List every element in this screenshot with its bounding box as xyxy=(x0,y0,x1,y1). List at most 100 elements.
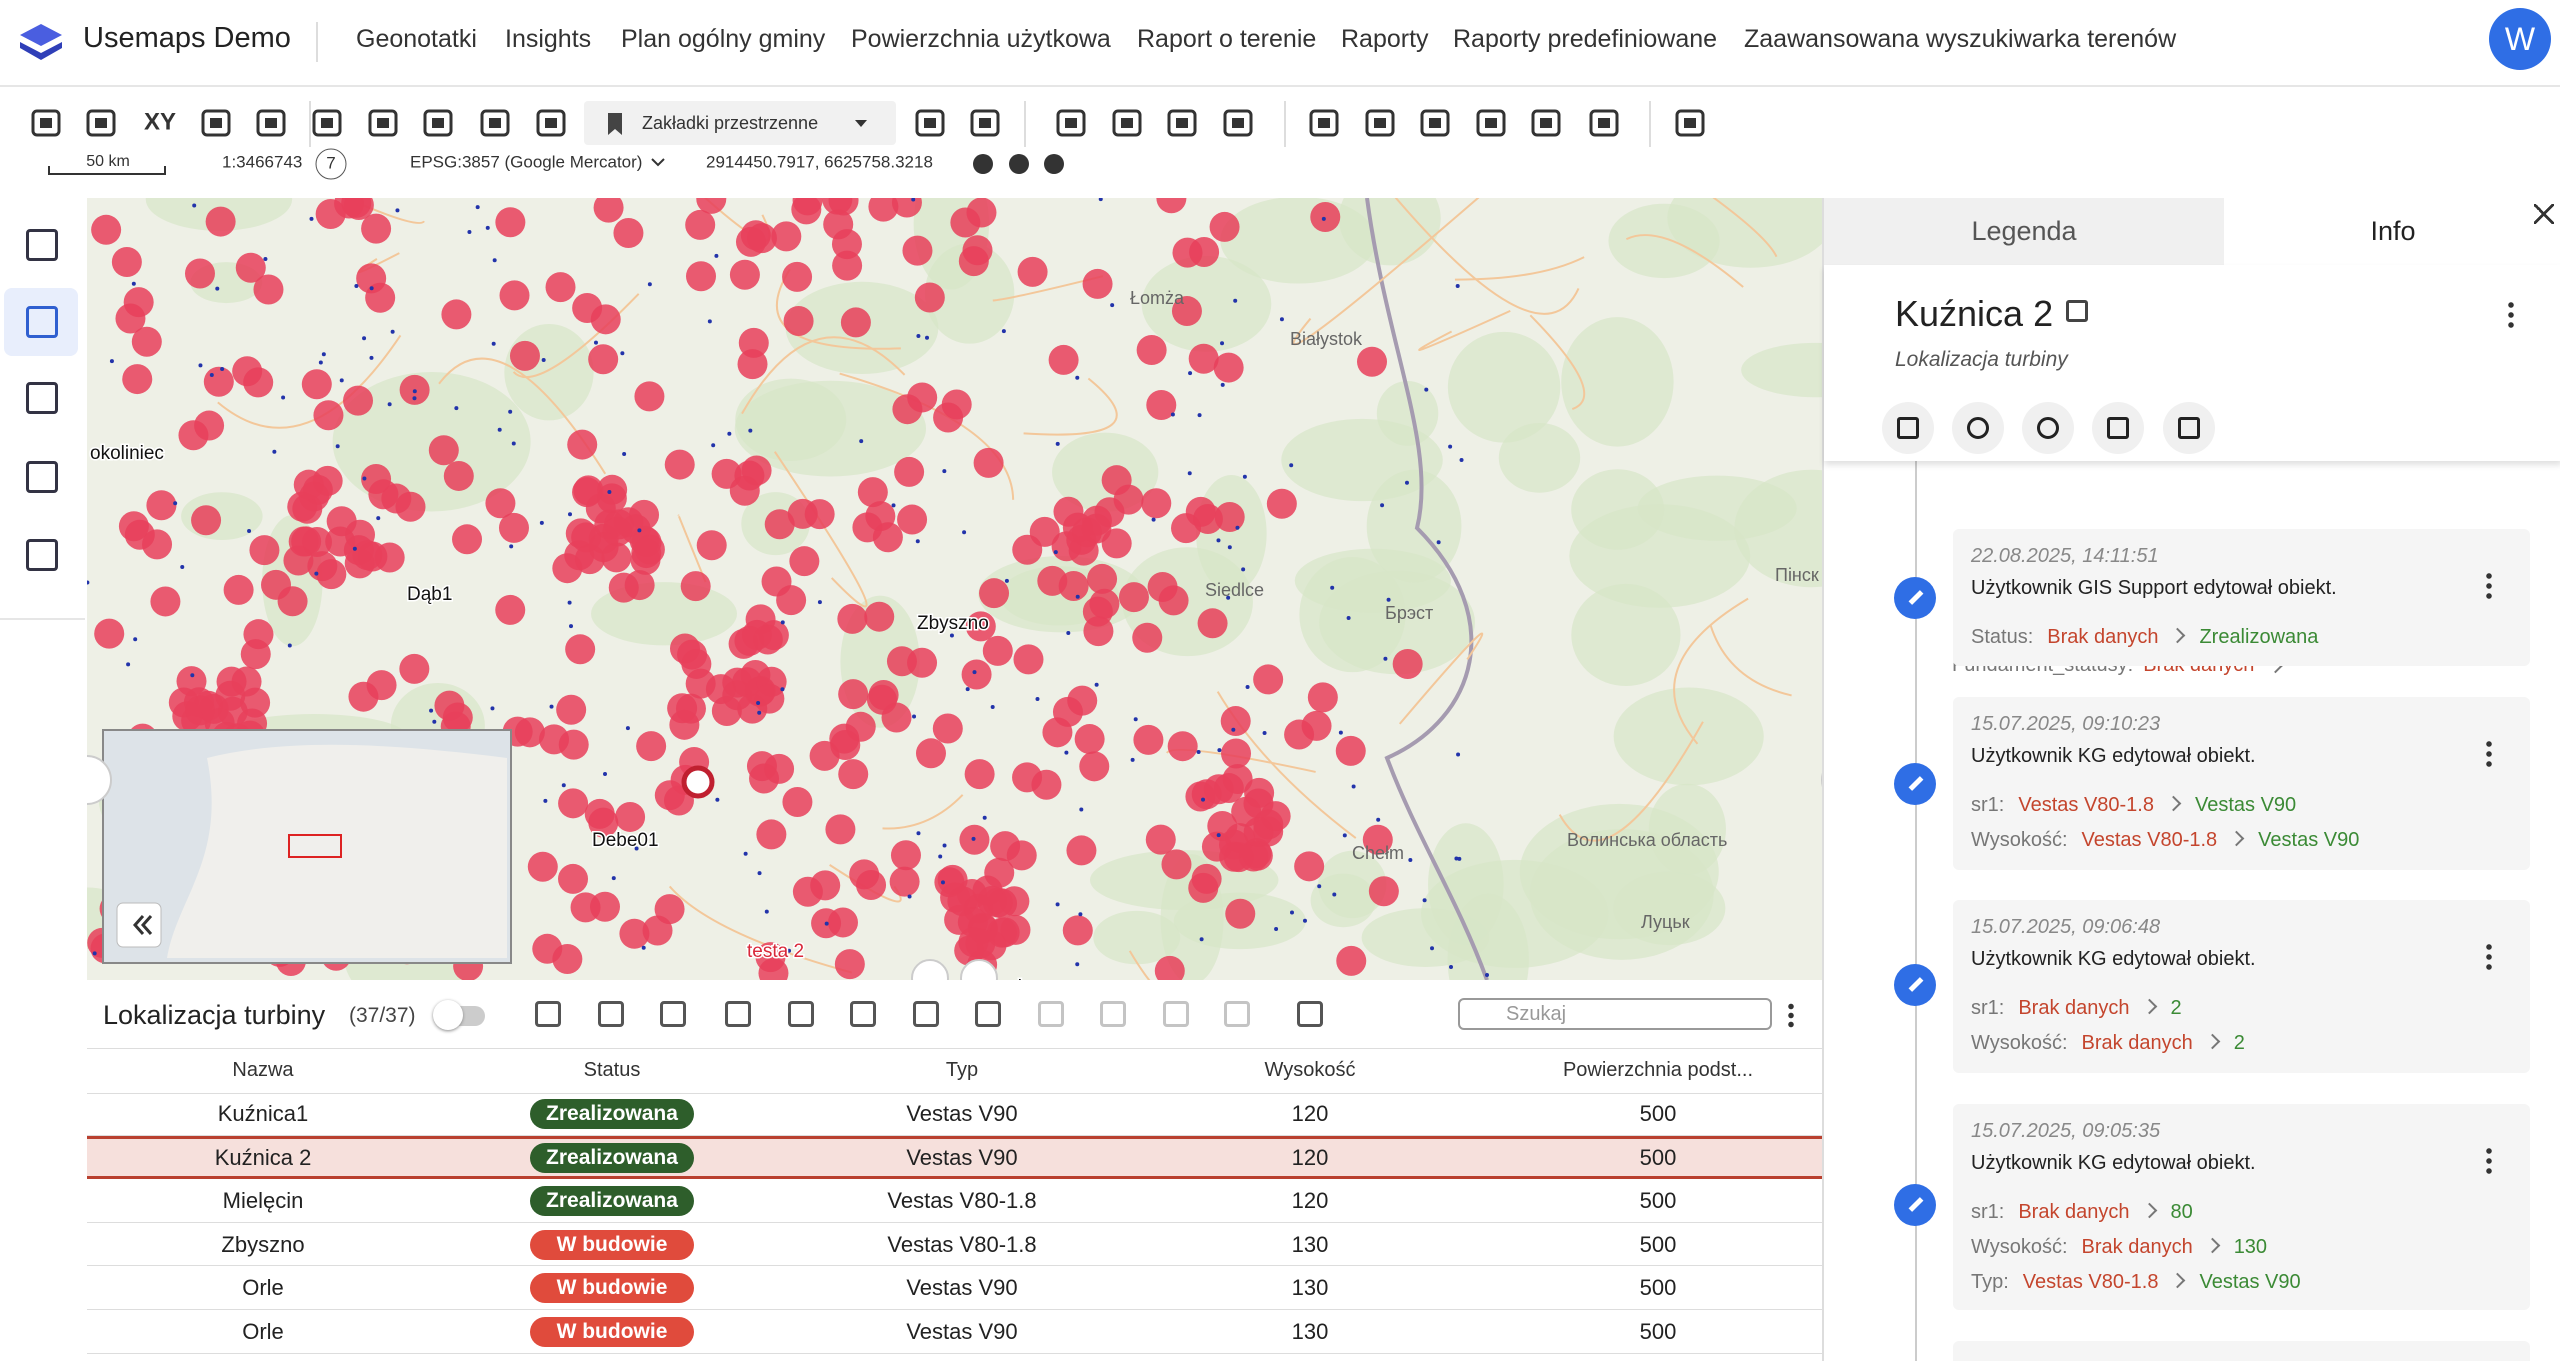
turbine-marker[interactable] xyxy=(125,520,155,550)
turbine-marker[interactable] xyxy=(1357,347,1387,377)
turbine-marker[interactable] xyxy=(1369,876,1399,906)
nav-item[interactable]: Raporty xyxy=(1341,25,1429,54)
turbine-marker[interactable] xyxy=(1267,489,1297,519)
table-tool[interactable] xyxy=(1163,1001,1189,1027)
turbine-marker[interactable] xyxy=(1171,513,1201,543)
turbine-marker[interactable] xyxy=(965,759,995,789)
turbine-marker[interactable] xyxy=(756,819,786,849)
toolbar-icon[interactable] xyxy=(1533,111,1559,135)
turbine-marker[interactable] xyxy=(907,648,937,678)
nav-item[interactable]: Insights xyxy=(505,25,591,54)
table-tool[interactable] xyxy=(598,1001,624,1027)
turbine-marker[interactable] xyxy=(873,522,903,552)
turbine-marker[interactable] xyxy=(361,214,391,244)
kebab[interactable] xyxy=(2486,1146,2492,1174)
turbine-marker[interactable] xyxy=(1336,736,1366,766)
turbine-marker[interactable] xyxy=(588,344,618,374)
turbine-marker[interactable] xyxy=(589,532,619,562)
turbine-marker[interactable] xyxy=(983,636,1013,666)
turbine-marker[interactable] xyxy=(665,450,695,480)
turbine-marker[interactable] xyxy=(1198,608,1228,638)
turbine-marker[interactable] xyxy=(681,571,711,601)
turbine-marker[interactable] xyxy=(1159,585,1189,615)
turbine-marker[interactable] xyxy=(754,684,784,714)
turbine-marker[interactable] xyxy=(869,680,899,710)
toolbar-icon[interactable] xyxy=(1311,111,1337,135)
turbine-marker[interactable] xyxy=(858,477,888,507)
turbine-marker[interactable] xyxy=(176,666,206,696)
toolbar-icon[interactable] xyxy=(370,111,396,135)
turbine-marker[interactable] xyxy=(510,341,540,371)
turbine-marker[interactable] xyxy=(1007,840,1037,870)
turbine-marker[interactable] xyxy=(685,210,715,240)
turbine-marker[interactable] xyxy=(1012,762,1042,792)
turbine-marker[interactable] xyxy=(302,369,332,399)
kebab[interactable] xyxy=(2486,739,2492,767)
turbine-marker[interactable] xyxy=(558,788,588,818)
turbine-marker[interactable] xyxy=(940,882,970,912)
turbine-marker[interactable] xyxy=(1132,623,1162,653)
turbine-marker[interactable] xyxy=(1253,817,1283,847)
turbine-marker[interactable] xyxy=(634,381,664,411)
turbine-marker[interactable] xyxy=(1075,724,1105,754)
turbine-marker[interactable] xyxy=(902,236,932,266)
turbine-marker[interactable] xyxy=(1188,873,1218,903)
turbine-marker[interactable] xyxy=(1119,582,1149,612)
turbine-marker[interactable] xyxy=(204,367,234,397)
turbine-marker[interactable] xyxy=(1067,686,1097,716)
turbine-marker[interactable] xyxy=(1225,899,1255,929)
toolbar-icon[interactable] xyxy=(972,111,998,135)
turbine-marker[interactable] xyxy=(1133,725,1163,755)
turbine-marker[interactable] xyxy=(966,198,996,228)
turbine-marker[interactable] xyxy=(897,505,927,535)
turbine-marker[interactable] xyxy=(1284,720,1314,750)
turbine-marker[interactable] xyxy=(546,272,576,302)
turbine-marker[interactable] xyxy=(891,840,921,870)
sidebar-icon[interactable] xyxy=(26,229,58,261)
turbine-marker[interactable] xyxy=(916,738,946,768)
tab[interactable]: Legenda xyxy=(1824,198,2224,267)
turbine-marker[interactable] xyxy=(122,364,152,394)
column-header[interactable]: Status xyxy=(452,1059,772,1082)
table-tool[interactable] xyxy=(788,1001,814,1027)
turbine-marker[interactable] xyxy=(1189,344,1219,374)
toolbar-icon[interactable] xyxy=(482,111,508,135)
turbine-marker[interactable] xyxy=(734,461,764,491)
table-tool[interactable] xyxy=(1100,1001,1126,1027)
turbine-marker[interactable] xyxy=(1095,497,1125,527)
toolbar-icon[interactable] xyxy=(1367,111,1393,135)
turbine-marker[interactable] xyxy=(892,394,922,424)
table-tool[interactable] xyxy=(850,1001,876,1027)
turbine-marker[interactable] xyxy=(1310,202,1340,232)
turbine-marker[interactable] xyxy=(958,927,988,957)
nav-item[interactable]: Raport o terenie xyxy=(1137,25,1316,54)
turbine-marker[interactable] xyxy=(933,713,963,743)
sidebar-icon[interactable] xyxy=(26,461,58,493)
turbine-marker[interactable] xyxy=(172,701,202,731)
sidebar-icon[interactable] xyxy=(26,539,58,571)
collapse-overview[interactable] xyxy=(117,903,161,947)
kebab[interactable] xyxy=(2486,942,2492,970)
turbine-marker[interactable] xyxy=(1253,664,1283,694)
turbine-marker[interactable] xyxy=(224,575,254,605)
turbine-marker[interactable] xyxy=(962,660,992,690)
table-tool[interactable] xyxy=(1038,1001,1064,1027)
nav-item[interactable]: Geonotatki xyxy=(356,25,477,54)
turbine-marker[interactable] xyxy=(565,634,595,664)
small-icon[interactable] xyxy=(1009,154,1029,174)
turbine-marker[interactable] xyxy=(539,724,569,754)
turbine-marker[interactable] xyxy=(776,585,806,615)
sidebar-icon[interactable] xyxy=(26,382,58,414)
turbine-marker[interactable] xyxy=(784,306,814,336)
nav-item[interactable]: Raporty predefiniowane xyxy=(1453,25,1717,54)
turbine-marker[interactable] xyxy=(789,546,819,576)
turbine-marker[interactable] xyxy=(185,259,215,289)
turbine-marker[interactable] xyxy=(1308,682,1338,712)
turbine-marker[interactable] xyxy=(1221,706,1251,736)
table-tool[interactable] xyxy=(725,1001,751,1027)
turbine-marker[interactable] xyxy=(655,894,685,924)
column-header[interactable]: Wysokość xyxy=(1150,1059,1470,1082)
turbine-marker[interactable] xyxy=(746,604,776,634)
open-link[interactable] xyxy=(2066,300,2088,322)
turbine-marker[interactable] xyxy=(828,907,858,937)
